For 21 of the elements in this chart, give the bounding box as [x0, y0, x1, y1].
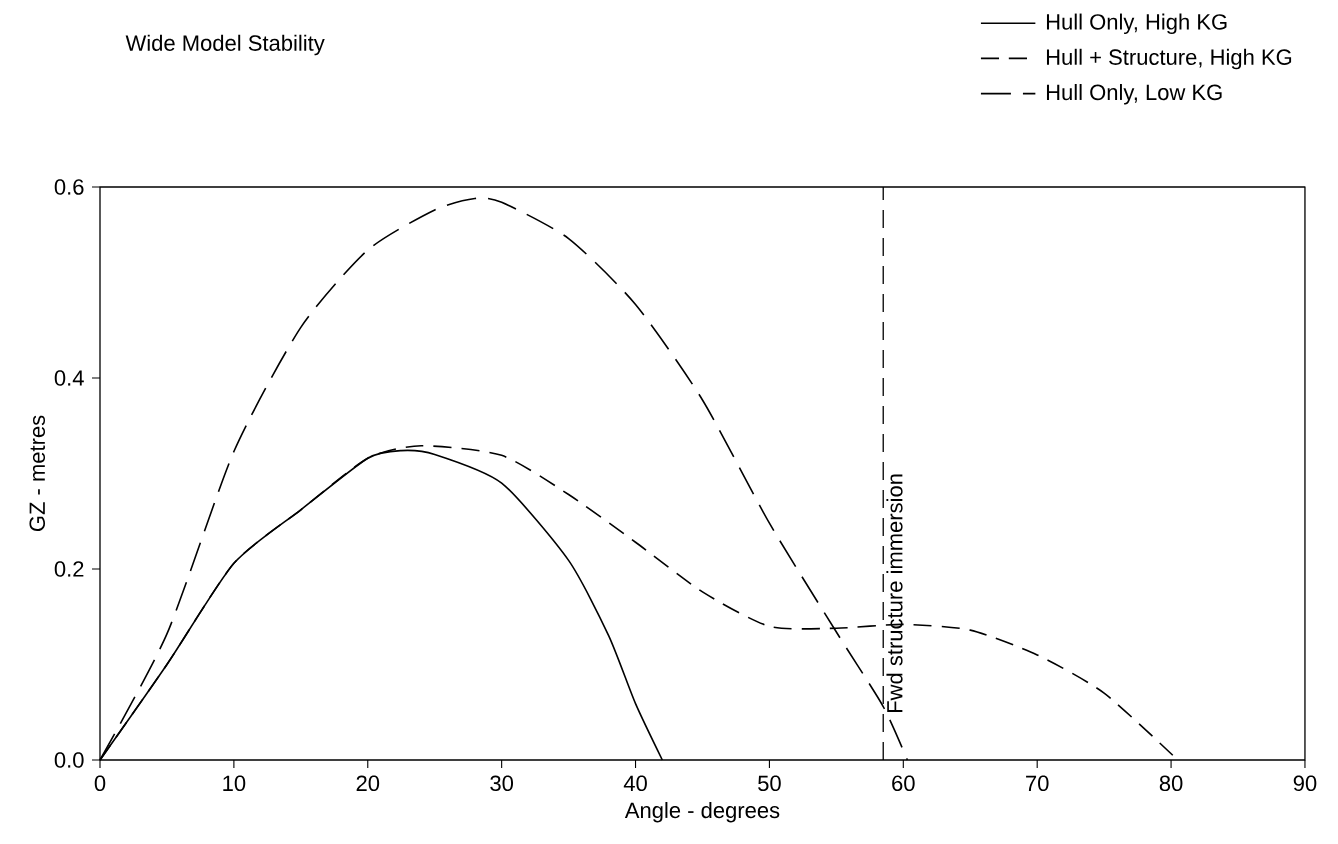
x-tick-label: 90: [1293, 775, 1317, 792]
y-tick-label: 0.4: [54, 370, 84, 386]
ref-line-label: Fwd structure immersion: [886, 474, 903, 713]
y-tick-label: 0.2: [54, 561, 84, 577]
x-tick-label: 70: [1026, 775, 1049, 792]
x-tick-label: 10: [223, 775, 246, 792]
chart-title: Wide Model Stability: [125, 34, 325, 56]
legend-label: Hull + Structure, High KG: [1046, 48, 1292, 70]
legend-label: Hull Only, High KG: [1046, 13, 1227, 35]
x-tick-label: 50: [758, 775, 781, 792]
y-axis-title: GZ - metres: [29, 415, 46, 532]
x-tick-label: 80: [1159, 775, 1183, 792]
legend-label: Hull Only, Low KG: [1046, 84, 1222, 105]
y-tick-label: 0.0: [54, 752, 84, 768]
x-tick-label: 40: [623, 775, 647, 792]
y-tick-label: 0.6: [54, 179, 84, 195]
x-tick-label: 0: [94, 775, 106, 792]
x-tick-label: 60: [892, 775, 915, 792]
x-tick-label: 20: [356, 775, 380, 792]
x-tick-label: 30: [490, 775, 514, 792]
x-axis-title: Angle - degrees: [624, 801, 780, 823]
